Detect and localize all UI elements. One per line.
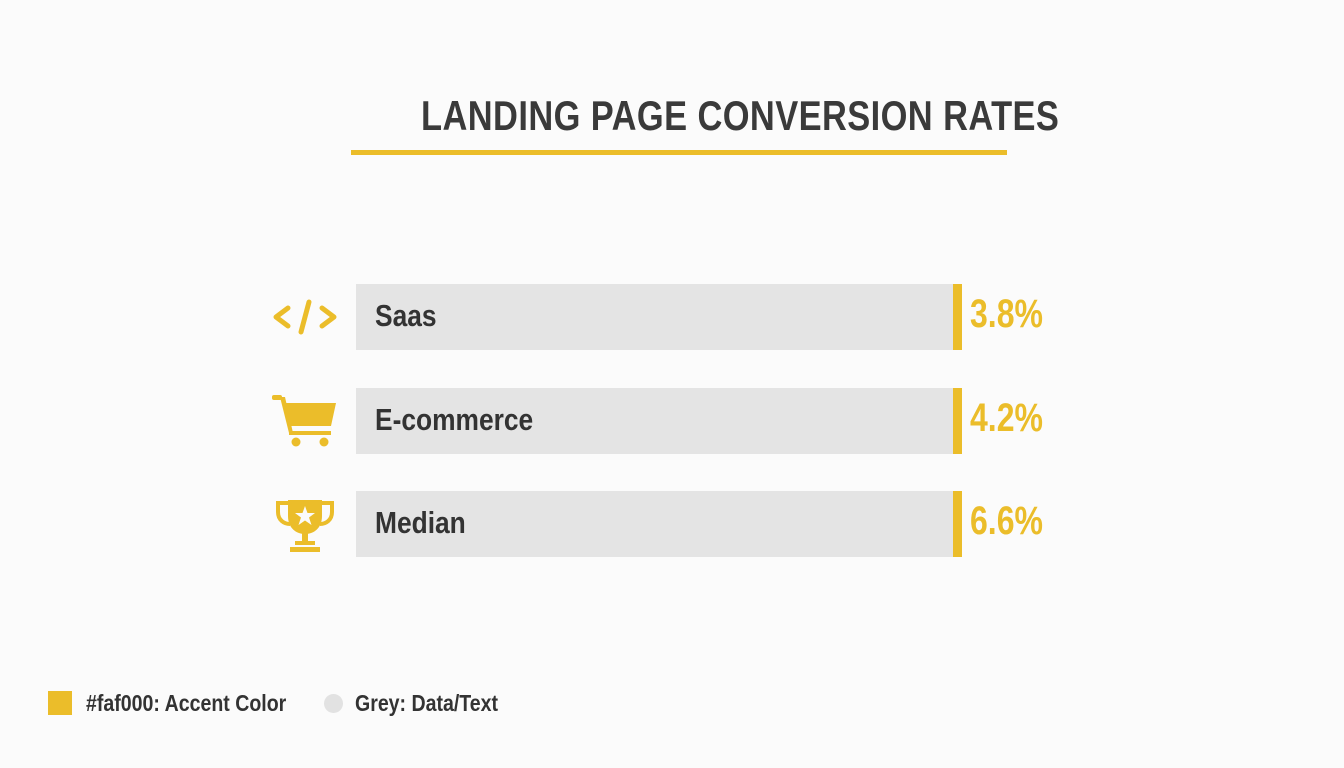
legend: #faf000: Accent Color Grey: Data/Text — [48, 690, 523, 716]
bar-label: Saas — [375, 298, 437, 333]
bar-row-median: Median 6.6% — [270, 491, 1070, 557]
bar-value: 6.6% — [970, 499, 1043, 543]
bar-marker — [953, 388, 962, 454]
legend-label-grey: Grey: Data/Text — [355, 689, 499, 716]
trophy-icon — [276, 500, 334, 552]
title-container: LANDING PAGE CONVERSION RATES — [351, 92, 1059, 140]
bar — [356, 284, 954, 350]
title-underline — [351, 150, 1007, 155]
code-icon — [273, 299, 337, 335]
chart-title: LANDING PAGE CONVERSION RATES — [421, 92, 1060, 139]
legend-swatch-accent — [48, 691, 72, 715]
bar — [356, 491, 954, 557]
bar-value: 3.8% — [970, 292, 1043, 336]
bar-marker — [953, 491, 962, 557]
bar-row-ecommerce: E-commerce 4.2% — [270, 388, 1070, 454]
bar — [356, 388, 954, 454]
shopping-cart-icon — [272, 395, 336, 447]
legend-label-accent: #faf000: Accent Color — [86, 689, 287, 716]
bar-label: Median — [375, 505, 466, 540]
bar-label: E-commerce — [375, 402, 534, 437]
bar-marker — [953, 284, 962, 350]
legend-swatch-grey — [324, 693, 343, 713]
bar-row-saas: Saas 3.8% — [270, 284, 1070, 350]
bar-value: 4.2% — [970, 396, 1043, 440]
